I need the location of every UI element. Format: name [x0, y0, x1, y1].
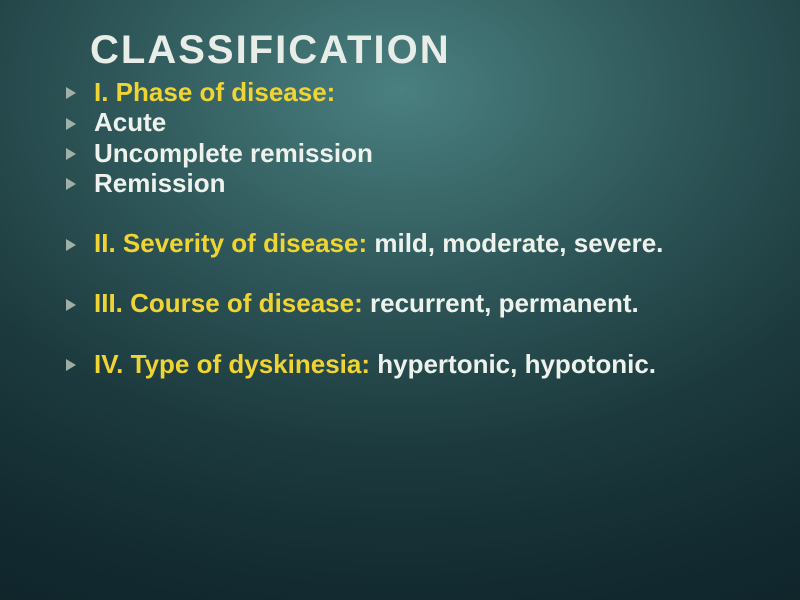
section-1-item-2-text: Uncomplete remission — [94, 138, 373, 168]
section-1-heading: І. Phase of disease: — [60, 79, 750, 106]
content-list: І. Phase of disease: Acute Uncomplete re… — [60, 79, 750, 378]
section-3: ІІІ. Course of disease: recurrent, perma… — [60, 290, 750, 317]
section-3-body: recurrent, permanent. — [370, 288, 639, 318]
section-2: ІІ. Severity of disease: mild, moderate,… — [60, 230, 750, 257]
section-1-item-3: Remission — [60, 170, 750, 197]
spacer — [60, 260, 750, 290]
section-1-item-3-text: Remission — [94, 168, 226, 198]
slide: CLASSIFICATION І. Phase of disease: Acut… — [0, 0, 800, 600]
spacer — [60, 321, 750, 351]
section-4: ІV. Type of dyskinesia: hypertonic, hypo… — [60, 351, 750, 378]
section-3-heading: ІІІ. Course of disease: — [94, 288, 370, 318]
section-1-item-1-text: Acute — [94, 107, 166, 137]
section-2-body: mild, moderate, severe. — [374, 228, 663, 258]
spacer — [60, 200, 750, 230]
section-2-heading: ІІ. Severity of disease: — [94, 228, 374, 258]
section-1-item-1: Acute — [60, 109, 750, 136]
section-1-item-2: Uncomplete remission — [60, 140, 750, 167]
section-1-heading-text: І. Phase of disease: — [94, 77, 335, 107]
slide-title: CLASSIFICATION — [90, 28, 750, 73]
section-4-body: hypertonic, hypotonic. — [377, 349, 656, 379]
section-4-heading: ІV. Type of dyskinesia: — [94, 349, 377, 379]
